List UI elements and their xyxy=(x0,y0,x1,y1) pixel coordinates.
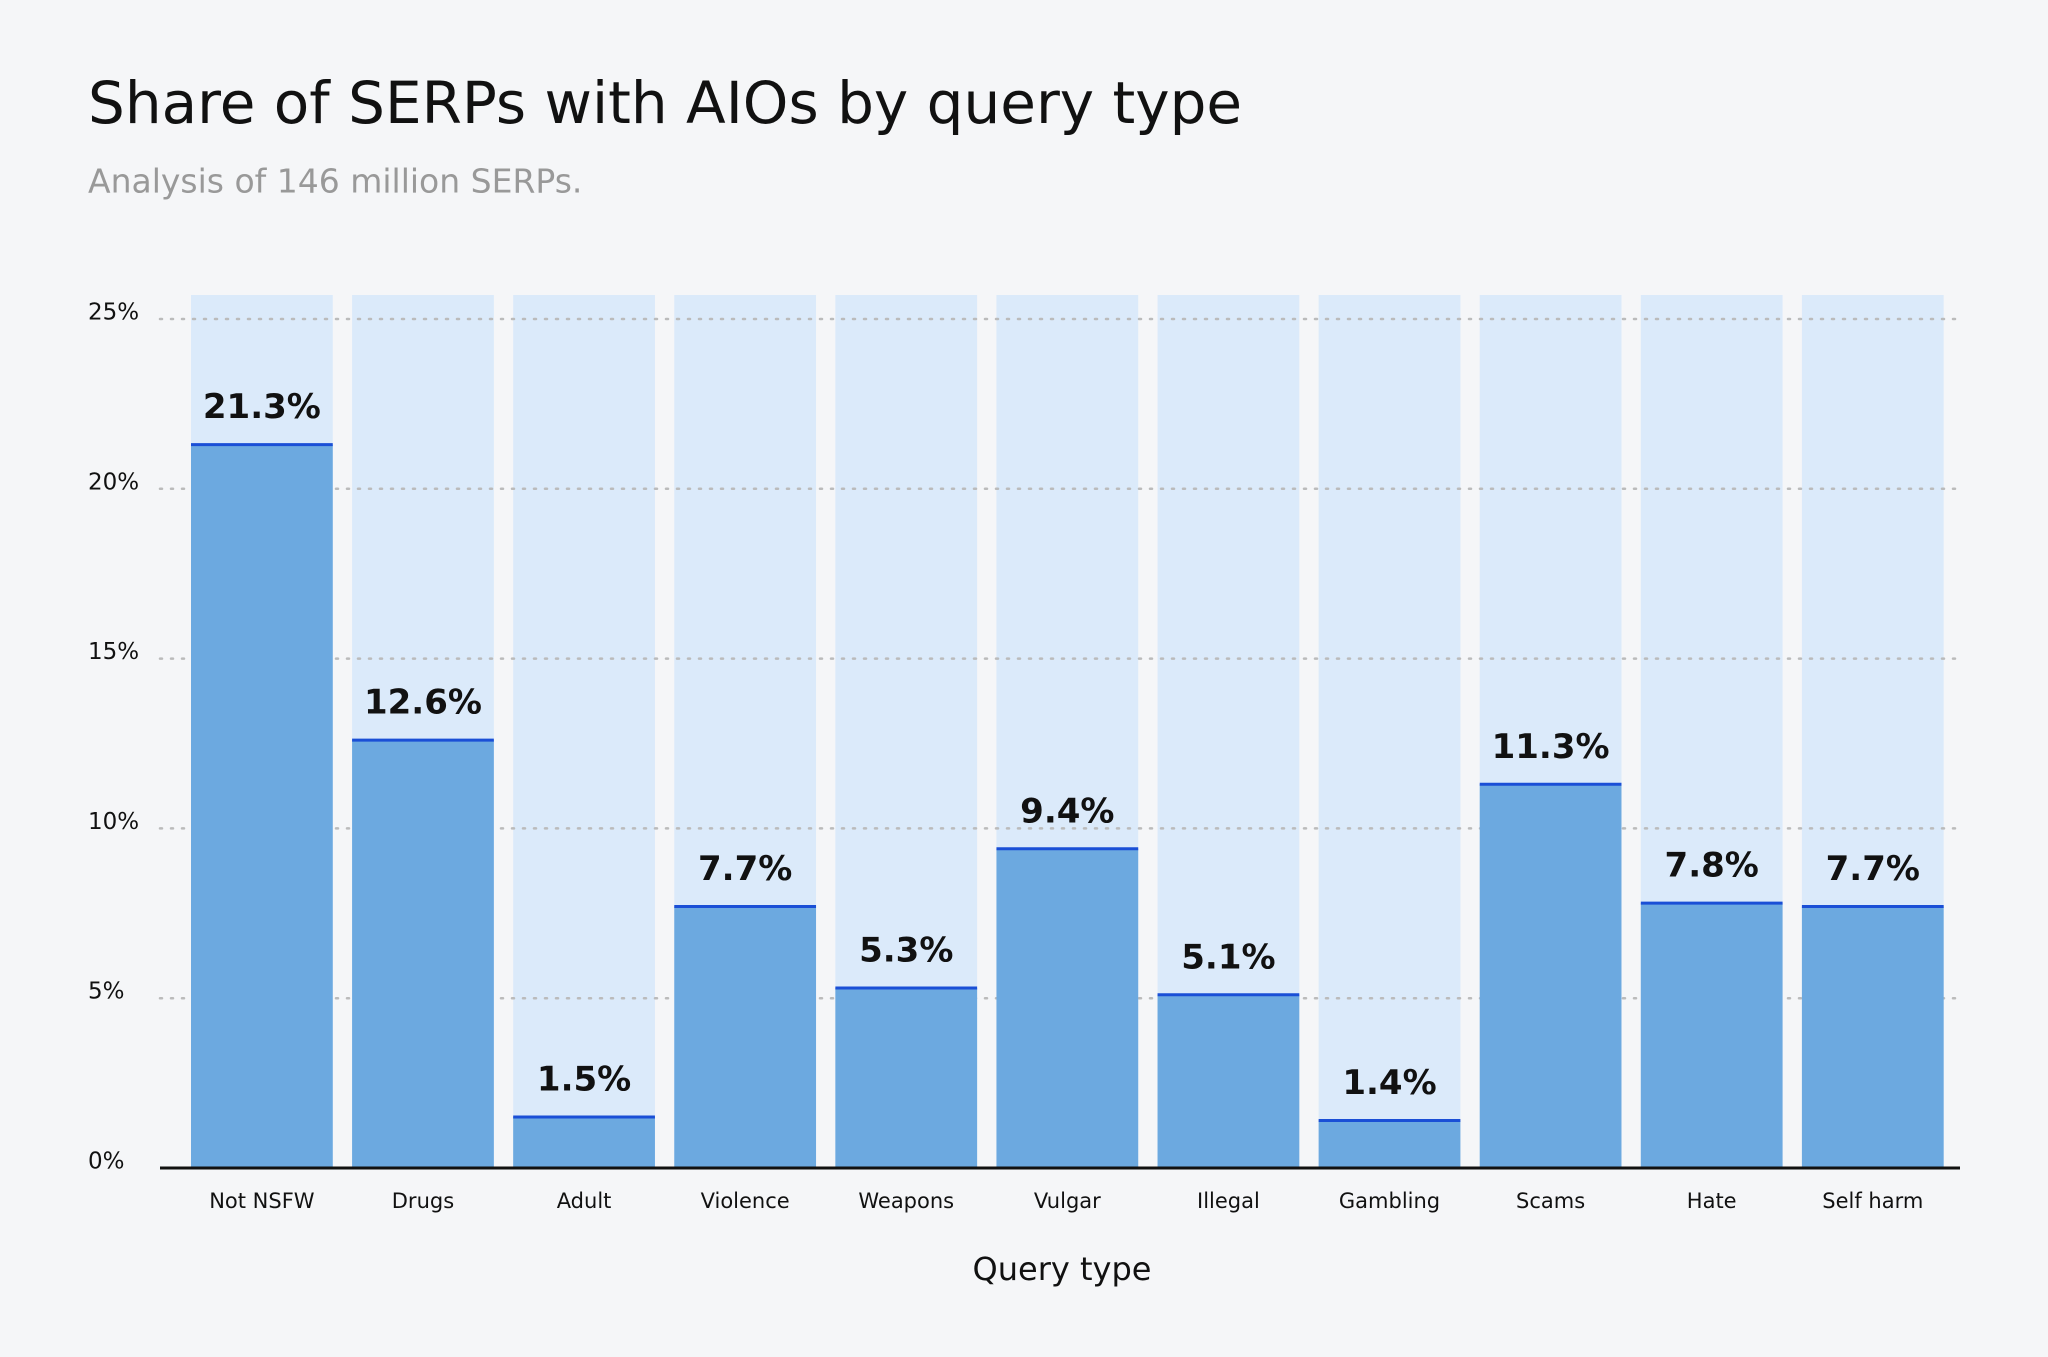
bar xyxy=(1801,906,1944,1168)
x-tick-label: Violence xyxy=(701,1189,790,1213)
value-label: 1.5% xyxy=(537,1060,631,1100)
bar-background xyxy=(1318,295,1461,1168)
y-tick-label: 10% xyxy=(88,809,139,835)
bar xyxy=(352,740,494,1168)
value-label: 9.4% xyxy=(1020,791,1114,831)
bar xyxy=(996,848,1139,1168)
y-tick-label: 15% xyxy=(88,639,139,665)
value-label: 12.6% xyxy=(364,683,482,723)
y-tick-label: 5% xyxy=(88,979,125,1005)
bar xyxy=(1157,994,1300,1168)
bar xyxy=(1318,1120,1461,1168)
bar xyxy=(835,988,978,1168)
x-axis-label: Query type xyxy=(973,1250,1152,1288)
chart-title: Share of SERPs with AIOs by query type xyxy=(88,69,1242,137)
x-tick-label: Hate xyxy=(1687,1189,1737,1213)
y-tick-label: 25% xyxy=(88,300,139,326)
bar-background xyxy=(513,295,655,1168)
y-tick-label: 20% xyxy=(88,469,139,495)
value-label: 21.3% xyxy=(203,387,321,427)
bar xyxy=(1479,784,1622,1168)
bar xyxy=(674,906,817,1168)
x-tick-label: Illegal xyxy=(1197,1189,1260,1213)
x-tick-label: Drugs xyxy=(392,1189,454,1213)
chart-subtitle: Analysis of 146 million SERPs. xyxy=(88,162,582,201)
x-tick-label: Not NSFW xyxy=(209,1189,315,1213)
value-label: 11.3% xyxy=(1492,727,1610,767)
x-tick-label: Gambling xyxy=(1339,1189,1440,1213)
value-label: 5.3% xyxy=(859,931,953,971)
y-tick-label: 0% xyxy=(88,1149,125,1175)
x-tick-label: Self harm xyxy=(1822,1189,1923,1213)
x-tick-label: Scams xyxy=(1516,1189,1585,1213)
bar xyxy=(513,1117,655,1168)
value-label: 1.4% xyxy=(1342,1063,1436,1103)
value-label: 5.1% xyxy=(1181,937,1275,977)
bar xyxy=(191,444,333,1169)
x-tick-label: Vulgar xyxy=(1034,1189,1101,1213)
value-label: 7.7% xyxy=(698,849,792,889)
x-tick-label: Adult xyxy=(557,1189,612,1213)
bar xyxy=(1640,903,1783,1168)
x-tick-label: Weapons xyxy=(858,1189,954,1213)
value-label: 7.7% xyxy=(1826,849,1920,889)
value-label: 7.8% xyxy=(1665,846,1759,886)
